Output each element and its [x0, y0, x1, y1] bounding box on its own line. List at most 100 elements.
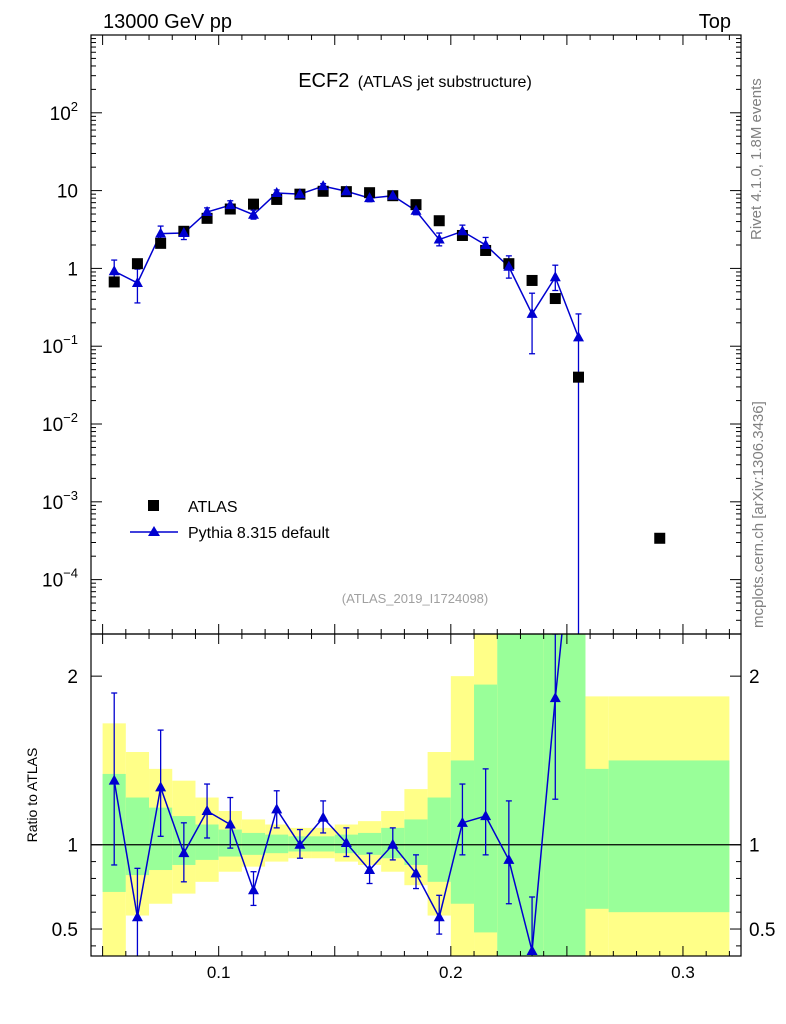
pythia-point-11: [364, 192, 376, 203]
ratio-band-green-11: [357, 832, 382, 855]
pythia-point-6: [248, 208, 259, 219]
main-frame: [90, 34, 742, 635]
atlas-point-16: [480, 244, 492, 256]
x-tick-label-2: 0.3: [671, 963, 695, 982]
ratio-y-tick-label-left-0: 0.5: [52, 920, 78, 941]
pythia-point-16: [480, 238, 492, 249]
ratio-y-tick-label-left-2: 2: [67, 667, 78, 688]
pythia-point-14: [433, 233, 445, 244]
ratio-band-green-9: [311, 836, 335, 852]
atlas-point-7: [271, 193, 283, 205]
ratio-point-1: [131, 911, 143, 922]
header-right-label: Top: [699, 11, 731, 33]
ratio-point-18: [526, 944, 538, 955]
atlas-point-21: [654, 532, 666, 544]
plot-title: ECF2 (ATLAS jet substructure): [298, 70, 532, 92]
ratio-point-10: [340, 837, 352, 848]
ratio-point-3: [178, 847, 190, 858]
legend-label-pythia: Pythia 8.315 default: [188, 525, 330, 542]
side-text-rivet: Rivet 4.1.0, 1.8M events: [748, 78, 765, 240]
ratio-point-12: [387, 838, 399, 849]
ratio-y-tick-label-right-2: 2: [749, 667, 760, 688]
plot-title-sub: (ATLAS jet substructure): [358, 74, 532, 91]
pythia-point-3: [178, 227, 190, 238]
ratio-point-9: [317, 811, 329, 822]
x-tick-label-0: 0.1: [207, 963, 231, 982]
legend-label-atlas: ATLAS: [188, 499, 238, 516]
pythia-point-1: [131, 276, 143, 287]
pythia-point-19: [549, 271, 561, 282]
pythia-point-5: [224, 199, 236, 210]
atlas-point-20: [573, 371, 584, 383]
ratio-band-green-4: [195, 824, 219, 860]
atlas-point-2: [155, 237, 167, 249]
y-tick-label-5: 10: [57, 182, 78, 203]
atlas-point-9: [317, 185, 329, 197]
pythia-point-17: [503, 260, 515, 271]
ratio-band-green-18: [543, 634, 586, 956]
ratio-point-4: [201, 805, 213, 816]
x-tick-label-1: 0.2: [439, 963, 463, 982]
atlas-point-1: [131, 258, 143, 270]
header-left-label: 13000 GeV pp: [103, 11, 232, 33]
ratio-point-2: [155, 781, 167, 792]
pythia-point-18: [526, 307, 538, 318]
ratio-band-green-20: [608, 760, 730, 913]
pythia-point-9: [317, 180, 329, 191]
y-tick-label-0: 10−4: [42, 566, 78, 592]
atlas-point-19: [549, 293, 561, 305]
ratio-point-13: [410, 867, 422, 878]
ratio-y-tick-label-right-0: 0.5: [749, 920, 775, 941]
pythia-point-13: [410, 204, 422, 215]
ratio-point-6: [248, 884, 259, 895]
y-tick-label-2: 10−2: [42, 410, 78, 436]
ratio-band-green-19: [585, 768, 609, 909]
pythia-point-7: [271, 187, 283, 198]
plot-title-main: ECF2: [298, 70, 349, 92]
legend: ATLAS Pythia 8.315 default: [130, 499, 330, 542]
ratio-band-green-6: [241, 832, 266, 855]
ratio-point-7: [271, 803, 283, 814]
ratio-band-green-1: [125, 797, 150, 876]
y-tick-label-1: 10−3: [42, 488, 78, 514]
ratio-ylabel: Ratio to ATLAS: [24, 748, 40, 843]
ratio-point-14: [433, 911, 445, 922]
ratio-point-11: [364, 864, 376, 875]
legend-marker-pythia: [148, 526, 160, 536]
axes: 0.1 0.2 0.3 10−4 10−3 10−2 10−1 1 10 102 0.5 0.5 1 1 2…: [42, 34, 775, 982]
legend-marker-atlas: [148, 500, 159, 511]
ratio-point-0: [108, 774, 120, 785]
ratio-uncertainty-bands: [102, 634, 730, 956]
atlas-point-13: [410, 199, 422, 211]
pythia-point-15: [456, 225, 468, 236]
ratio-y-tick-label-right-1: 1: [749, 836, 760, 857]
pythia-point-4: [201, 206, 213, 217]
atlas-point-6: [248, 198, 259, 210]
y-tick-label-6: 102: [50, 99, 78, 125]
ratio-y-tick-label-left-1: 1: [67, 836, 78, 857]
y-tick-label-3: 10−1: [42, 332, 78, 358]
atlas-point-4: [201, 212, 213, 224]
atlas-point-15: [456, 229, 468, 241]
side-text-mcplots: mcplots.cern.ch [arXiv:1306.3436]: [750, 401, 767, 628]
ratio-frame: [90, 633, 742, 957]
ratio-band-green-7: [265, 834, 289, 854]
ratio-point-5: [224, 818, 236, 829]
ratio-point-16: [480, 810, 492, 821]
ratio-point-17: [503, 853, 515, 864]
pythia-point-8: [294, 188, 306, 199]
ratio-point-8: [294, 838, 306, 849]
main-panel: [108, 180, 666, 634]
pythia-point-10: [340, 185, 352, 196]
atlas-point-0: [108, 276, 120, 288]
pythia-point-0: [108, 265, 120, 276]
ratio-band-green-14: [427, 797, 451, 882]
ratio-band-green-13: [404, 819, 428, 865]
pythia-point-20: [573, 331, 584, 342]
analysis-id-label: (ATLAS_2019_I1724098): [342, 591, 488, 606]
ratio-point-15: [456, 816, 468, 827]
pythia-point-2: [155, 227, 167, 238]
atlas-point-14: [433, 215, 445, 227]
pythia-point-12: [387, 189, 399, 200]
